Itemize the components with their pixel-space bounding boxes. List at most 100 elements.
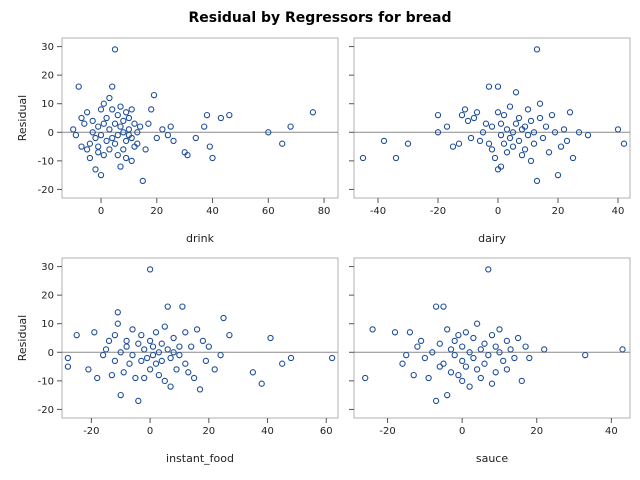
data-point	[514, 334, 522, 342]
data-point	[527, 117, 535, 125]
data-point	[512, 120, 520, 127]
data-point	[138, 331, 145, 339]
data-point	[97, 106, 105, 113]
y-tick-label: 0	[48, 128, 54, 139]
data-point	[380, 137, 388, 145]
data-point	[158, 357, 165, 365]
data-point	[444, 391, 451, 399]
y-tick-label: 20	[41, 291, 54, 302]
y-tick-label: -20	[38, 405, 54, 416]
data-point	[126, 360, 133, 367]
data-point	[201, 123, 208, 130]
data-point	[557, 143, 565, 150]
data-point	[159, 126, 166, 133]
data-point	[128, 157, 135, 165]
data-point	[417, 337, 425, 345]
data-point	[135, 340, 142, 347]
panel-sauce: -20 0 20 40 sauce	[349, 257, 631, 465]
data-point	[362, 374, 369, 382]
data-point	[410, 371, 417, 379]
x-tick-label: 40	[206, 206, 219, 217]
data-point	[184, 151, 191, 159]
x-tick-label: -40	[370, 206, 386, 217]
data-point	[155, 371, 163, 379]
data-point	[83, 146, 91, 153]
data-point	[444, 326, 451, 333]
data-point	[404, 140, 412, 147]
data-point	[524, 106, 532, 113]
data-point	[193, 326, 201, 333]
y-tick-label: 30	[41, 262, 54, 273]
y-tick-label: -10	[38, 156, 54, 167]
data-point	[506, 103, 514, 110]
data-point	[462, 363, 470, 370]
y-tick-label: 20	[41, 71, 54, 82]
x-axis-label: sauce	[476, 452, 508, 465]
data-point	[114, 320, 121, 327]
data-point	[117, 103, 124, 110]
y-tick-label: -10	[38, 376, 54, 387]
data-point	[488, 123, 496, 130]
data-point	[434, 129, 442, 136]
data-point	[279, 140, 286, 147]
x-tick-label: 60	[262, 206, 275, 217]
data-point	[105, 337, 113, 345]
data-point	[176, 351, 183, 359]
data-point	[86, 154, 94, 162]
data-point	[466, 349, 473, 356]
data-point	[545, 149, 553, 156]
data-point	[507, 346, 514, 353]
data-point	[78, 143, 85, 150]
data-point	[206, 143, 213, 150]
data-point	[152, 329, 160, 336]
data-point	[89, 117, 96, 125]
data-point	[455, 371, 462, 379]
data-point	[70, 126, 77, 133]
data-point	[500, 111, 508, 119]
data-point	[521, 123, 529, 130]
data-point	[492, 343, 499, 350]
data-point	[226, 331, 233, 339]
data-point	[203, 111, 211, 119]
data-point	[548, 111, 556, 119]
data-point	[485, 83, 493, 90]
data-point	[536, 114, 544, 122]
data-point	[485, 266, 492, 273]
data-point	[199, 337, 207, 345]
data-point	[167, 354, 174, 362]
data-point	[100, 120, 107, 127]
data-point	[167, 383, 174, 390]
data-point	[97, 171, 105, 179]
data-point	[473, 109, 481, 116]
data-point	[539, 134, 547, 142]
data-point	[485, 140, 493, 147]
data-point	[170, 334, 177, 342]
data-point	[100, 151, 107, 159]
data-point	[123, 343, 130, 350]
data-point	[117, 123, 124, 130]
data-point	[111, 331, 119, 339]
data-point	[81, 120, 88, 127]
data-point	[309, 109, 317, 116]
data-point	[170, 349, 177, 356]
data-point	[211, 366, 218, 373]
data-point	[455, 331, 462, 339]
data-point	[164, 131, 172, 139]
data-point	[575, 129, 583, 136]
data-point	[500, 140, 508, 147]
data-point	[120, 129, 127, 136]
data-point	[500, 357, 507, 365]
data-point	[92, 134, 99, 142]
data-point	[560, 126, 568, 133]
data-point	[563, 137, 571, 145]
data-point	[443, 123, 451, 130]
data-point	[182, 329, 189, 336]
x-axis-label: instant_food	[166, 452, 234, 465]
x-tick-label: -20	[430, 206, 446, 217]
data-point	[94, 374, 101, 382]
data-point	[485, 351, 492, 359]
data-point	[492, 369, 499, 376]
data-point	[432, 303, 440, 310]
data-point	[109, 83, 116, 90]
